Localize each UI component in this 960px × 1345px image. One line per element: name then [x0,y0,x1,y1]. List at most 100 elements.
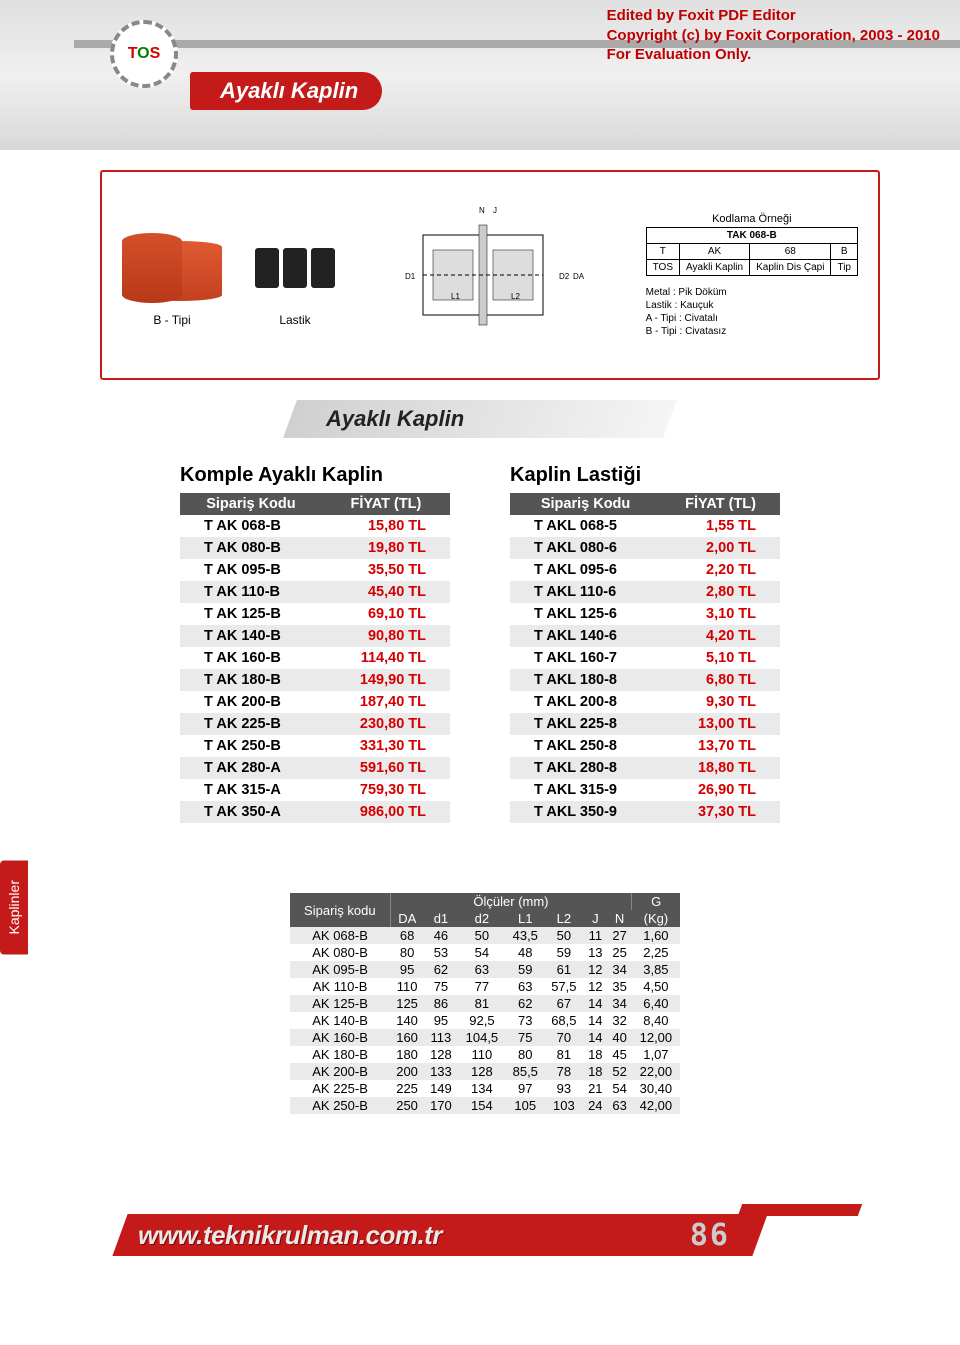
table-row: T AKL 250-813,70 TL [510,735,780,757]
dims-cell: 3,85 [632,961,680,978]
cell-price: 3,10 TL [661,603,780,625]
cell-price: 4,20 TL [661,625,780,647]
dims-cell: AK 225-B [290,1080,390,1097]
dims-cell: 12,00 [632,1029,680,1046]
cell-price: 591,60 TL [322,757,450,779]
cell-price: 2,00 TL [661,537,780,559]
dims-cell: 70 [545,1029,584,1046]
dims-cell: 128 [458,1063,506,1080]
cell-price: 18,80 TL [661,757,780,779]
cell-price: 15,80 TL [322,515,450,537]
cell-price: 90,80 TL [322,625,450,647]
dims-cell: 1,60 [632,927,680,944]
dims-cell: 92,5 [458,1012,506,1029]
cell-price: 2,20 TL [661,559,780,581]
dims-cell: 77 [458,978,506,995]
cell-price: 149,90 TL [322,669,450,691]
dims-cell: 68,5 [545,1012,584,1029]
cell-code: T AK 350-A [180,801,322,823]
dimension-schematic-icon: L1 L2 N J D1 D2 DA [368,195,618,355]
dims-cell: 45 [607,1046,631,1063]
komple-title: Komple Ayaklı Kaplin [180,464,450,487]
dims-cell: 34 [607,961,631,978]
dims-cell: 32 [607,1012,631,1029]
dims-cell: 14 [583,1012,607,1029]
dims-cell: 86 [424,995,458,1012]
coding-example: Kodlama Örneği TAK 068-B T AK 68 B TOS A… [646,213,858,338]
cell-code: T AKL 280-8 [510,757,661,779]
table-row: AK 125-B1258681626714346,40 [290,995,680,1012]
footer: www.teknikrulman.com.tr 86 [0,1204,960,1264]
side-tab: Kaplinler [0,860,28,954]
dims-cell: 104,5 [458,1029,506,1046]
table-row: T AKL 140-64,20 TL [510,625,780,647]
cell-code: T AKL 080-6 [510,537,661,559]
dims-cell: 14 [583,1029,607,1046]
table-row: AK 180-B180128110808118451,07 [290,1046,680,1063]
dims-cell: 25 [607,944,631,961]
table-row: T AK 180-B149,90 TL [180,669,450,691]
cell-code: T AKL 180-8 [510,669,661,691]
header-banner: Edited by Foxit PDF Editor Copyright (c)… [0,0,960,150]
dims-cell: 43,5 [506,927,545,944]
dims-cell: 160 [390,1029,424,1046]
table-row: AK 095-B956263596112343,85 [290,961,680,978]
dims-cell: 11 [583,927,607,944]
dims-cell: 149 [424,1080,458,1097]
cell-code: T AKL 315-9 [510,779,661,801]
watermark-line: Copyright (c) by Foxit Corporation, 2003… [607,26,940,46]
cell-code: T AKL 225-8 [510,713,661,735]
hub-render-icon [122,223,222,313]
lastik-label: Lastik [279,313,310,327]
table-row: T AK 140-B90,80 TL [180,625,450,647]
dims-col-code: Sipariş kodu [290,893,390,927]
dims-cell: 21 [583,1080,607,1097]
dims-cell: 85,5 [506,1063,545,1080]
dims-cell: 105 [506,1097,545,1114]
cell-price: 6,80 TL [661,669,780,691]
table-row: AK 250-B250170154105103246342,00 [290,1097,680,1114]
table-row: T AKL 080-62,00 TL [510,537,780,559]
cell-price: 37,30 TL [661,801,780,823]
cell-price: 114,40 TL [322,647,450,669]
table-row: T AKL 180-86,80 TL [510,669,780,691]
col-price: FİYAT (TL) [322,493,450,515]
dims-cell: 80 [506,1046,545,1063]
dims-subhead: N [607,910,631,927]
watermark-line: For Evaluation Only. [607,45,940,65]
lastik-title: Kaplin Lastiği [510,464,780,487]
dims-subhead: DA [390,910,424,927]
dims-cell: 18 [583,1046,607,1063]
dims-cell: AK 180-B [290,1046,390,1063]
table-row: T AK 315-A759,30 TL [180,779,450,801]
cell-price: 5,10 TL [661,647,780,669]
cell-price: 19,80 TL [322,537,450,559]
table-row: AK 068-B68465043,55011271,60 [290,927,680,944]
coding-title: Kodlama Örneği [646,213,858,225]
dims-cell: 13 [583,944,607,961]
coding-row2: TOS Ayakli Kaplin Kaplin Dis Çapi Tip [646,259,857,275]
dims-cell: 61 [545,961,584,978]
table-row: AK 200-B20013312885,578185222,00 [290,1063,680,1080]
dims-subhead: d1 [424,910,458,927]
cell-price: 69,10 TL [322,603,450,625]
dims-cell: 59 [545,944,584,961]
dims-cell: 1,07 [632,1046,680,1063]
dims-cell: 24 [583,1097,607,1114]
cell-code: T AK 280-A [180,757,322,779]
dims-cell: 54 [458,944,506,961]
table-row: T AK 350-A986,00 TL [180,801,450,823]
dims-cell: AK 095-B [290,961,390,978]
dims-cell: 154 [458,1097,506,1114]
dims-cell: 63 [506,978,545,995]
cell-code: T AK 315-A [180,779,322,801]
dims-cell: 8,40 [632,1012,680,1029]
table-row: T AKL 225-813,00 TL [510,713,780,735]
table-row: AK 080-B805354485913252,25 [290,944,680,961]
coding-table: TAK 068-B T AK 68 B TOS Ayakli Kaplin Ka… [646,227,858,276]
cell-code: T AKL 140-6 [510,625,661,647]
dims-subhead: (Kg) [632,910,680,927]
page-title-banner: Ayaklı Kaplin [190,72,382,110]
dims-cell: 12 [583,978,607,995]
table-row: AK 225-B2251491349793215430,40 [290,1080,680,1097]
